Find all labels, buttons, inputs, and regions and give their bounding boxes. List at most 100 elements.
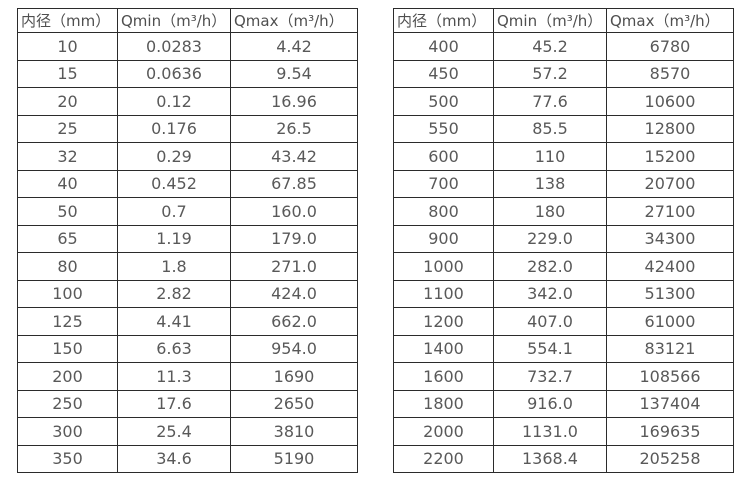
table-row: 800 180 27100 [393, 197, 734, 226]
table-cell: 57.2 [493, 59, 607, 88]
table-cell: 34.6 [117, 444, 231, 473]
table-row: 300 25.4 3810 [17, 417, 358, 446]
flow-tables-container: 内径（mm） Qmin（m³/h） Qmax（m³/h） 10 0.0283 4.42 15… [17, 8, 734, 473]
header-cell: 内径（mm） [393, 8, 494, 33]
table-cell: 229.0 [493, 224, 607, 253]
table-cell: 180 [493, 197, 607, 226]
table-row: 150 6.63 954.0 [17, 334, 358, 363]
table-cell: 67.85 [230, 169, 358, 198]
table-cell: 900 [393, 224, 494, 253]
table-cell: 2000 [393, 417, 494, 446]
table-row: 25 0.176 26.5 [17, 114, 358, 143]
table-row: 10 0.0283 4.42 [17, 32, 358, 61]
table-cell: 15200 [606, 142, 734, 171]
table-row: 400 45.2 6780 [393, 32, 734, 61]
table-cell: 1800 [393, 389, 494, 418]
table-cell: 2650 [230, 389, 358, 418]
table-cell: 0.0636 [117, 59, 231, 88]
flow-table-small-diameters: 内径（mm） Qmin（m³/h） Qmax（m³/h） 10 0.0283 4.42 15… [17, 8, 358, 473]
table-row: 450 57.2 8570 [393, 59, 734, 88]
table-row: 350 34.6 5190 [17, 444, 358, 473]
table-row: 80 1.8 271.0 [17, 252, 358, 281]
table-cell: 138 [493, 169, 607, 198]
table-cell: 4.41 [117, 307, 231, 336]
table-cell: 1000 [393, 252, 494, 281]
table-cell: 0.12 [117, 87, 231, 116]
table-row: 40 0.452 67.85 [17, 169, 358, 198]
table-cell: 8570 [606, 59, 734, 88]
table-cell: 160.0 [230, 197, 358, 226]
table-row: 20 0.12 16.96 [17, 87, 358, 116]
table-cell: 179.0 [230, 224, 358, 253]
table-cell: 5190 [230, 444, 358, 473]
flow-table-large-diameters: 内径（mm） Qmin（m³/h） Qmax（m³/h） 400 45.2 6780 450… [393, 8, 734, 473]
table-cell: 61000 [606, 307, 734, 336]
table-cell: 1131.0 [493, 417, 607, 446]
table-cell: 342.0 [493, 279, 607, 308]
table-cell: 916.0 [493, 389, 607, 418]
table-cell: 6.63 [117, 334, 231, 363]
table-cell: 10600 [606, 87, 734, 116]
header-row: 内径（mm） Qmin（m³/h） Qmax（m³/h） [393, 8, 734, 33]
table-cell: 10 [17, 32, 118, 61]
table-cell: 137404 [606, 389, 734, 418]
table-cell: 50 [17, 197, 118, 226]
table-cell: 2.82 [117, 279, 231, 308]
table-cell: 32 [17, 142, 118, 171]
header-cell: Qmin（m³/h） [117, 8, 231, 33]
table-cell: 150 [17, 334, 118, 363]
table-cell: 27100 [606, 197, 734, 226]
table-cell: 0.7 [117, 197, 231, 226]
table-cell: 1.19 [117, 224, 231, 253]
table-cell: 100 [17, 279, 118, 308]
table-row: 200 11.3 1690 [17, 362, 358, 391]
table-cell: 0.452 [117, 169, 231, 198]
table-cell: 282.0 [493, 252, 607, 281]
table-cell: 51300 [606, 279, 734, 308]
table-row: 900 229.0 34300 [393, 224, 734, 253]
table-row: 2000 1131.0 169635 [393, 417, 734, 446]
table-cell: 732.7 [493, 362, 607, 391]
table-cell: 800 [393, 197, 494, 226]
table-row: 1000 282.0 42400 [393, 252, 734, 281]
table-cell: 554.1 [493, 334, 607, 363]
table-cell: 700 [393, 169, 494, 198]
table-cell: 1100 [393, 279, 494, 308]
table-cell: 12800 [606, 114, 734, 143]
table-cell: 17.6 [117, 389, 231, 418]
table-cell: 450 [393, 59, 494, 88]
table-cell: 0.0283 [117, 32, 231, 61]
table-cell: 300 [17, 417, 118, 446]
table-row: 125 4.41 662.0 [17, 307, 358, 336]
table-cell: 85.5 [493, 114, 607, 143]
table-cell: 25.4 [117, 417, 231, 446]
table-cell: 271.0 [230, 252, 358, 281]
table-cell: 45.2 [493, 32, 607, 61]
table-row: 50 0.7 160.0 [17, 197, 358, 226]
table-cell: 169635 [606, 417, 734, 446]
table-cell: 110 [493, 142, 607, 171]
table-cell: 4.42 [230, 32, 358, 61]
table-cell: 500 [393, 87, 494, 116]
table-cell: 6780 [606, 32, 734, 61]
table-cell: 662.0 [230, 307, 358, 336]
table-cell: 407.0 [493, 307, 607, 336]
table-cell: 9.54 [230, 59, 358, 88]
table-cell: 550 [393, 114, 494, 143]
header-cell: Qmin（m³/h） [493, 8, 607, 33]
table-cell: 42400 [606, 252, 734, 281]
table-cell: 0.29 [117, 142, 231, 171]
table-cell: 3810 [230, 417, 358, 446]
table-cell: 83121 [606, 334, 734, 363]
table-cell: 108566 [606, 362, 734, 391]
table-row: 700 138 20700 [393, 169, 734, 198]
table-cell: 400 [393, 32, 494, 61]
table-row: 1100 342.0 51300 [393, 279, 734, 308]
table-cell: 954.0 [230, 334, 358, 363]
table-cell: 43.42 [230, 142, 358, 171]
table-cell: 25 [17, 114, 118, 143]
table-cell: 205258 [606, 444, 734, 473]
table-cell: 1690 [230, 362, 358, 391]
header-cell: Qmax（m³/h） [230, 8, 358, 33]
table-cell: 11.3 [117, 362, 231, 391]
